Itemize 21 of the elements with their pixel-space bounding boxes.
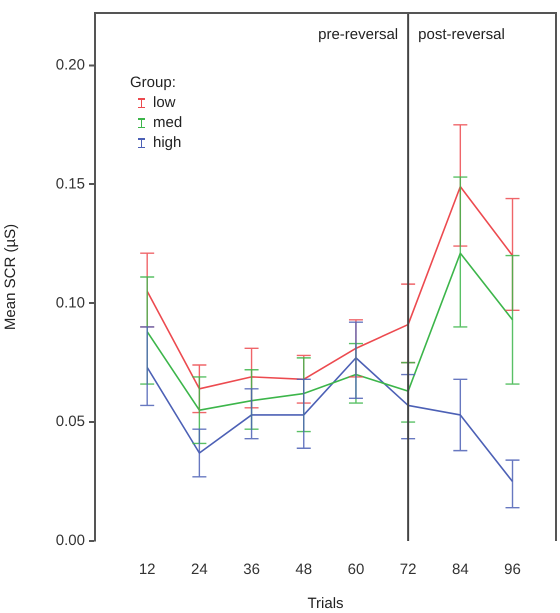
y-tick-label: 0.15 <box>56 175 85 192</box>
y-axis-title: Mean SCR (µS) <box>2 224 20 330</box>
legend-label: high <box>153 134 182 151</box>
x-tick-label: 96 <box>504 561 521 578</box>
legend-label: low <box>153 94 176 111</box>
legend-title: Group: <box>130 73 177 93</box>
x-tick-label: 24 <box>191 561 208 578</box>
x-tick-label: 48 <box>295 561 312 578</box>
x-tick-label: 84 <box>452 561 469 578</box>
annotation: post-reversal <box>418 26 505 44</box>
x-tick-label: 72 <box>400 561 416 578</box>
x-tick-label: 36 <box>243 561 260 578</box>
y-tick-label: 0.10 <box>56 294 85 312</box>
y-tick-label: 0.20 <box>56 56 85 74</box>
x-tick-label: 12 <box>138 561 156 578</box>
y-tick-label: 0.05 <box>56 413 85 430</box>
x-axis-title: Trials <box>307 595 344 612</box>
annotation: pre-reversal <box>318 26 398 44</box>
y-tick-label: 0.00 <box>56 532 85 550</box>
legend-label: med <box>153 114 182 131</box>
x-tick-label: 60 <box>348 561 364 578</box>
